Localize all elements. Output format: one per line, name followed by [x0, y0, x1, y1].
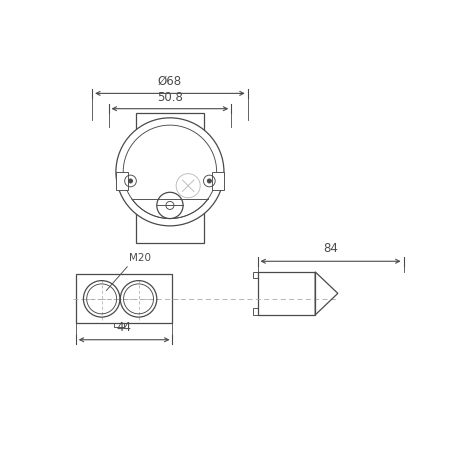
- Text: 50.8: 50.8: [157, 91, 183, 104]
- Text: Ø68: Ø68: [158, 75, 182, 88]
- Bar: [114, 323, 124, 327]
- Bar: [257, 272, 315, 315]
- Bar: [253, 309, 257, 315]
- Bar: [212, 172, 224, 190]
- Bar: [116, 172, 128, 190]
- Text: M20: M20: [129, 253, 151, 263]
- Circle shape: [116, 118, 224, 226]
- Circle shape: [207, 179, 211, 183]
- Text: 84: 84: [323, 242, 338, 255]
- Bar: [253, 272, 257, 278]
- Bar: [136, 113, 204, 243]
- Text: 44: 44: [117, 321, 132, 334]
- Bar: [76, 274, 173, 323]
- Circle shape: [128, 179, 133, 183]
